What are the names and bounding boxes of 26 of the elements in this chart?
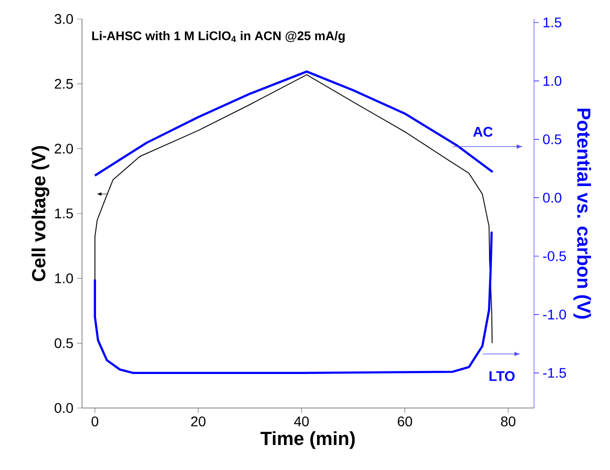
x-tick-label: 0 (92, 416, 98, 426)
y2-axis-title: Potential vs. carbon (V) (573, 108, 592, 319)
y-tick-label: 0.5 (54, 338, 73, 348)
y2-tick-label: 1.5 (544, 18, 562, 28)
x-tick-label: 20 (191, 416, 206, 426)
y2-tick-label: 0.0 (543, 192, 562, 203)
y-tick-label: 2.5 (54, 78, 73, 89)
x-axis-title: Time (min) (260, 431, 355, 449)
y-tick-label: 0.0 (54, 403, 73, 413)
annotation: LTO (490, 371, 515, 382)
annotation: AC (473, 126, 493, 137)
y-tick-label: 2.0 (54, 144, 73, 154)
y2-tick-label: -0.5 (543, 251, 566, 262)
x-tick-label: 40 (294, 416, 309, 426)
y2-tick-label: -1.0 (543, 310, 566, 320)
y-tick-label: 1.0 (55, 273, 73, 284)
y2-tick-label: 1.0 (544, 76, 562, 86)
y2-tick-label: 0.5 (543, 134, 562, 144)
y2-tick-label: -1.5 (543, 368, 566, 378)
x-tick-label: 80 (501, 416, 516, 426)
line-series (94, 74, 493, 344)
y-tick-label: 1.5 (55, 208, 73, 218)
text: Li-AHSC with 1 M LiClO$_{4}$ in ACN @25 mA/g (92, 31, 345, 43)
x-tick-label: 60 (398, 416, 412, 426)
y-axis-title: Cell voltage (V) (32, 146, 50, 282)
y-tick-label: 3.0 (54, 14, 73, 24)
